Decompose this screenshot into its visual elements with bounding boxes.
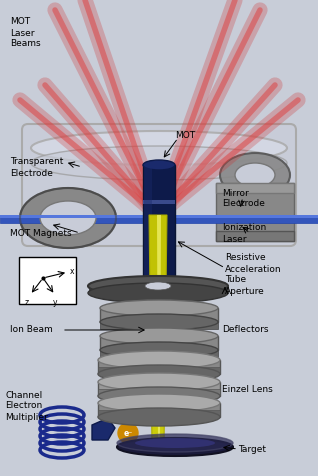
Text: Laser: Laser (10, 29, 34, 38)
Text: Acceleration: Acceleration (225, 265, 282, 274)
FancyArrowPatch shape (45, 85, 156, 213)
FancyArrowPatch shape (85, 0, 157, 212)
Ellipse shape (143, 280, 175, 290)
Polygon shape (149, 215, 167, 445)
Bar (98, 360, 220, 374)
Bar (0, 215, 318, 223)
Text: Transparent: Transparent (10, 158, 63, 167)
Bar (98, 410, 220, 417)
Ellipse shape (88, 283, 228, 303)
Circle shape (118, 423, 138, 443)
Text: MOT Magnets: MOT Magnets (10, 228, 72, 238)
Polygon shape (92, 418, 115, 440)
Ellipse shape (145, 282, 171, 290)
Ellipse shape (100, 342, 218, 358)
Ellipse shape (40, 201, 96, 235)
FancyArrowPatch shape (159, 10, 260, 212)
Bar (143, 200, 175, 204)
Ellipse shape (98, 387, 220, 405)
Ellipse shape (98, 394, 220, 412)
Text: Tube: Tube (225, 276, 246, 285)
Ellipse shape (98, 373, 220, 391)
FancyArrowPatch shape (20, 100, 156, 213)
Ellipse shape (220, 153, 290, 197)
Text: Aperture: Aperture (225, 287, 265, 296)
Bar (216, 183, 294, 241)
Bar (98, 403, 220, 417)
Ellipse shape (143, 160, 175, 170)
Text: Multiplier: Multiplier (5, 413, 48, 422)
FancyArrowPatch shape (160, 85, 275, 213)
Ellipse shape (100, 314, 218, 330)
Text: Resistive: Resistive (225, 254, 266, 262)
FancyArrowPatch shape (159, 0, 235, 212)
Text: Electrode: Electrode (222, 199, 265, 208)
FancyArrowPatch shape (160, 85, 275, 213)
Text: Target: Target (238, 445, 266, 454)
Bar (143, 165, 175, 285)
FancyArrowPatch shape (160, 100, 298, 213)
Ellipse shape (235, 163, 275, 187)
Text: Beams: Beams (10, 40, 41, 49)
Text: Electrode: Electrode (10, 169, 53, 178)
FancyBboxPatch shape (22, 124, 296, 246)
FancyArrowPatch shape (159, 10, 260, 212)
Ellipse shape (98, 365, 220, 383)
Bar (100, 322, 218, 329)
Text: MOT: MOT (10, 18, 30, 27)
Bar (89, 286, 228, 293)
Bar (100, 308, 218, 322)
Ellipse shape (117, 434, 233, 452)
Text: Electron: Electron (5, 401, 42, 410)
Ellipse shape (31, 131, 287, 165)
Text: Deflectors: Deflectors (222, 325, 268, 334)
FancyArrowPatch shape (55, 10, 157, 212)
Bar (216, 231, 294, 241)
FancyArrowPatch shape (160, 100, 298, 213)
Text: Mirror: Mirror (222, 188, 249, 198)
Text: MOT: MOT (175, 130, 195, 139)
FancyArrowPatch shape (20, 100, 156, 213)
Ellipse shape (135, 438, 215, 448)
Ellipse shape (100, 300, 218, 316)
Ellipse shape (98, 408, 220, 426)
Text: Einzel Lens: Einzel Lens (222, 386, 273, 395)
FancyArrowPatch shape (45, 85, 156, 213)
Text: e⁻: e⁻ (123, 428, 133, 437)
Bar (98, 367, 220, 374)
FancyArrowPatch shape (159, 0, 235, 212)
Ellipse shape (31, 146, 287, 180)
Bar (0, 215, 318, 218)
Text: Ionization: Ionization (222, 224, 266, 232)
Bar (144, 165, 152, 285)
Bar (98, 382, 220, 396)
Bar (98, 389, 220, 396)
Ellipse shape (98, 351, 220, 369)
Text: y: y (53, 298, 57, 307)
Bar (216, 183, 294, 193)
Bar (100, 350, 218, 357)
Text: Channel: Channel (5, 390, 42, 399)
Text: Laser: Laser (222, 235, 246, 244)
Ellipse shape (88, 276, 228, 296)
Bar (100, 336, 218, 350)
FancyBboxPatch shape (19, 257, 76, 304)
Ellipse shape (20, 188, 116, 248)
Polygon shape (157, 215, 161, 445)
Ellipse shape (117, 438, 233, 456)
Ellipse shape (100, 328, 218, 344)
Text: Ion Beam: Ion Beam (10, 326, 53, 335)
Text: z: z (25, 298, 29, 307)
Text: x: x (70, 268, 74, 277)
FancyArrowPatch shape (55, 10, 157, 212)
FancyArrowPatch shape (85, 0, 157, 212)
